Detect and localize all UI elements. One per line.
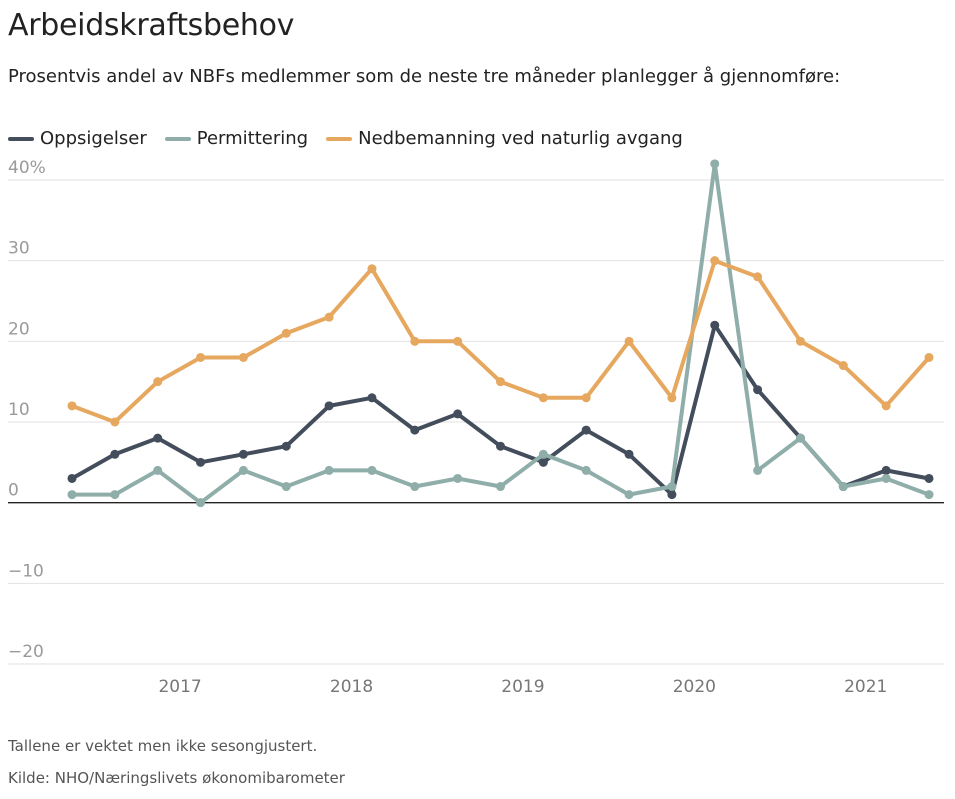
data-point — [795, 336, 805, 346]
x-tick-label: 2018 — [330, 677, 373, 697]
data-point — [453, 409, 463, 419]
footnote: Tallene er vektet men ikke sesongjustert… — [8, 737, 318, 755]
data-point — [496, 377, 505, 387]
series-0 — [67, 320, 934, 500]
data-point — [196, 498, 206, 508]
y-tick-label: −20 — [8, 642, 44, 662]
data-point — [753, 465, 763, 475]
data-point — [710, 320, 720, 330]
data-point — [238, 465, 248, 475]
series-1 — [67, 159, 934, 508]
legend-swatch-permittering — [164, 136, 191, 141]
data-point — [110, 449, 120, 459]
data-point — [753, 272, 763, 282]
source-note: Kilde: NHO/Næringslivets økonomibaromete… — [8, 769, 345, 787]
legend-item-oppsigelser: Oppsigelser — [8, 128, 147, 149]
data-point — [281, 328, 291, 338]
y-tick-label: 0 — [8, 481, 19, 501]
data-point — [410, 482, 420, 492]
legend-item-nedbemanning: Nedbemanning ved naturlig avgang — [326, 128, 683, 149]
legend-swatch-nedbemanning — [326, 136, 353, 141]
data-point — [624, 336, 634, 346]
data-point — [67, 473, 77, 483]
data-point — [753, 385, 763, 395]
data-point — [710, 256, 720, 266]
data-point — [496, 441, 505, 451]
data-point — [281, 482, 291, 492]
data-point — [67, 490, 77, 500]
data-point — [924, 473, 934, 483]
data-point — [667, 393, 677, 403]
data-point — [410, 425, 420, 435]
data-point — [667, 482, 677, 492]
data-point — [838, 482, 848, 492]
y-tick-label: 30 — [8, 239, 30, 259]
data-point — [324, 465, 334, 475]
data-point — [581, 465, 591, 475]
data-point — [196, 457, 206, 467]
data-point — [795, 433, 805, 443]
data-point — [281, 441, 291, 451]
data-point — [838, 361, 848, 371]
y-tick-label: 10 — [8, 400, 30, 420]
chart-title: Arbeidskraftsbehov — [8, 8, 295, 43]
data-point — [324, 312, 334, 322]
data-point — [924, 352, 934, 362]
data-point — [538, 457, 548, 467]
data-point — [238, 449, 248, 459]
y-tick-label: −10 — [8, 561, 44, 581]
data-point — [581, 425, 591, 435]
legend-label-nedbemanning: Nedbemanning ved naturlig avgang — [358, 128, 683, 149]
data-point — [367, 264, 377, 274]
data-point — [153, 433, 163, 443]
data-point — [881, 465, 891, 475]
data-point — [153, 377, 163, 387]
data-point — [410, 336, 420, 346]
data-point — [67, 401, 77, 411]
data-point — [624, 490, 634, 500]
data-point — [367, 393, 377, 403]
data-point — [496, 482, 505, 492]
data-point — [453, 336, 463, 346]
data-point — [538, 449, 548, 459]
data-point — [924, 490, 934, 500]
line-chart: 40% 30 20 10 0 −10 −20 2017 2018 2019 2020 2021 — [8, 158, 944, 697]
data-point — [153, 465, 163, 475]
x-tick-label: 2020 — [673, 677, 716, 697]
data-point — [238, 352, 248, 362]
data-point — [538, 393, 548, 403]
series-line — [70, 161, 931, 505]
y-tick-label: 40% — [8, 158, 46, 178]
legend-swatch-oppsigelser — [8, 136, 34, 141]
chart-legend: Oppsigelser Permittering Nedbemanning ve… — [8, 128, 701, 149]
legend-label-oppsigelser: Oppsigelser — [40, 128, 147, 149]
data-point — [110, 417, 120, 427]
grid-lines — [8, 179, 944, 665]
data-point — [667, 490, 677, 500]
x-tick-label: 2017 — [158, 677, 201, 697]
series-line — [70, 323, 931, 497]
data-point — [624, 449, 634, 459]
x-tick-label: 2021 — [844, 677, 887, 697]
data-point — [110, 490, 120, 500]
data-point — [881, 401, 891, 411]
x-tick-label: 2019 — [501, 677, 544, 697]
data-point — [367, 465, 377, 475]
data-point — [881, 473, 891, 483]
data-point — [453, 473, 463, 483]
chart-subtitle: Prosentvis andel av NBFs medlemmer som d… — [8, 66, 841, 87]
y-tick-label: 20 — [8, 319, 30, 339]
series-2 — [67, 256, 934, 427]
legend-item-permittering: Permittering — [164, 128, 309, 149]
legend-label-permittering: Permittering — [196, 128, 309, 149]
data-point — [710, 159, 720, 169]
data-point — [581, 393, 591, 403]
data-point — [196, 352, 206, 362]
data-point — [324, 401, 334, 411]
